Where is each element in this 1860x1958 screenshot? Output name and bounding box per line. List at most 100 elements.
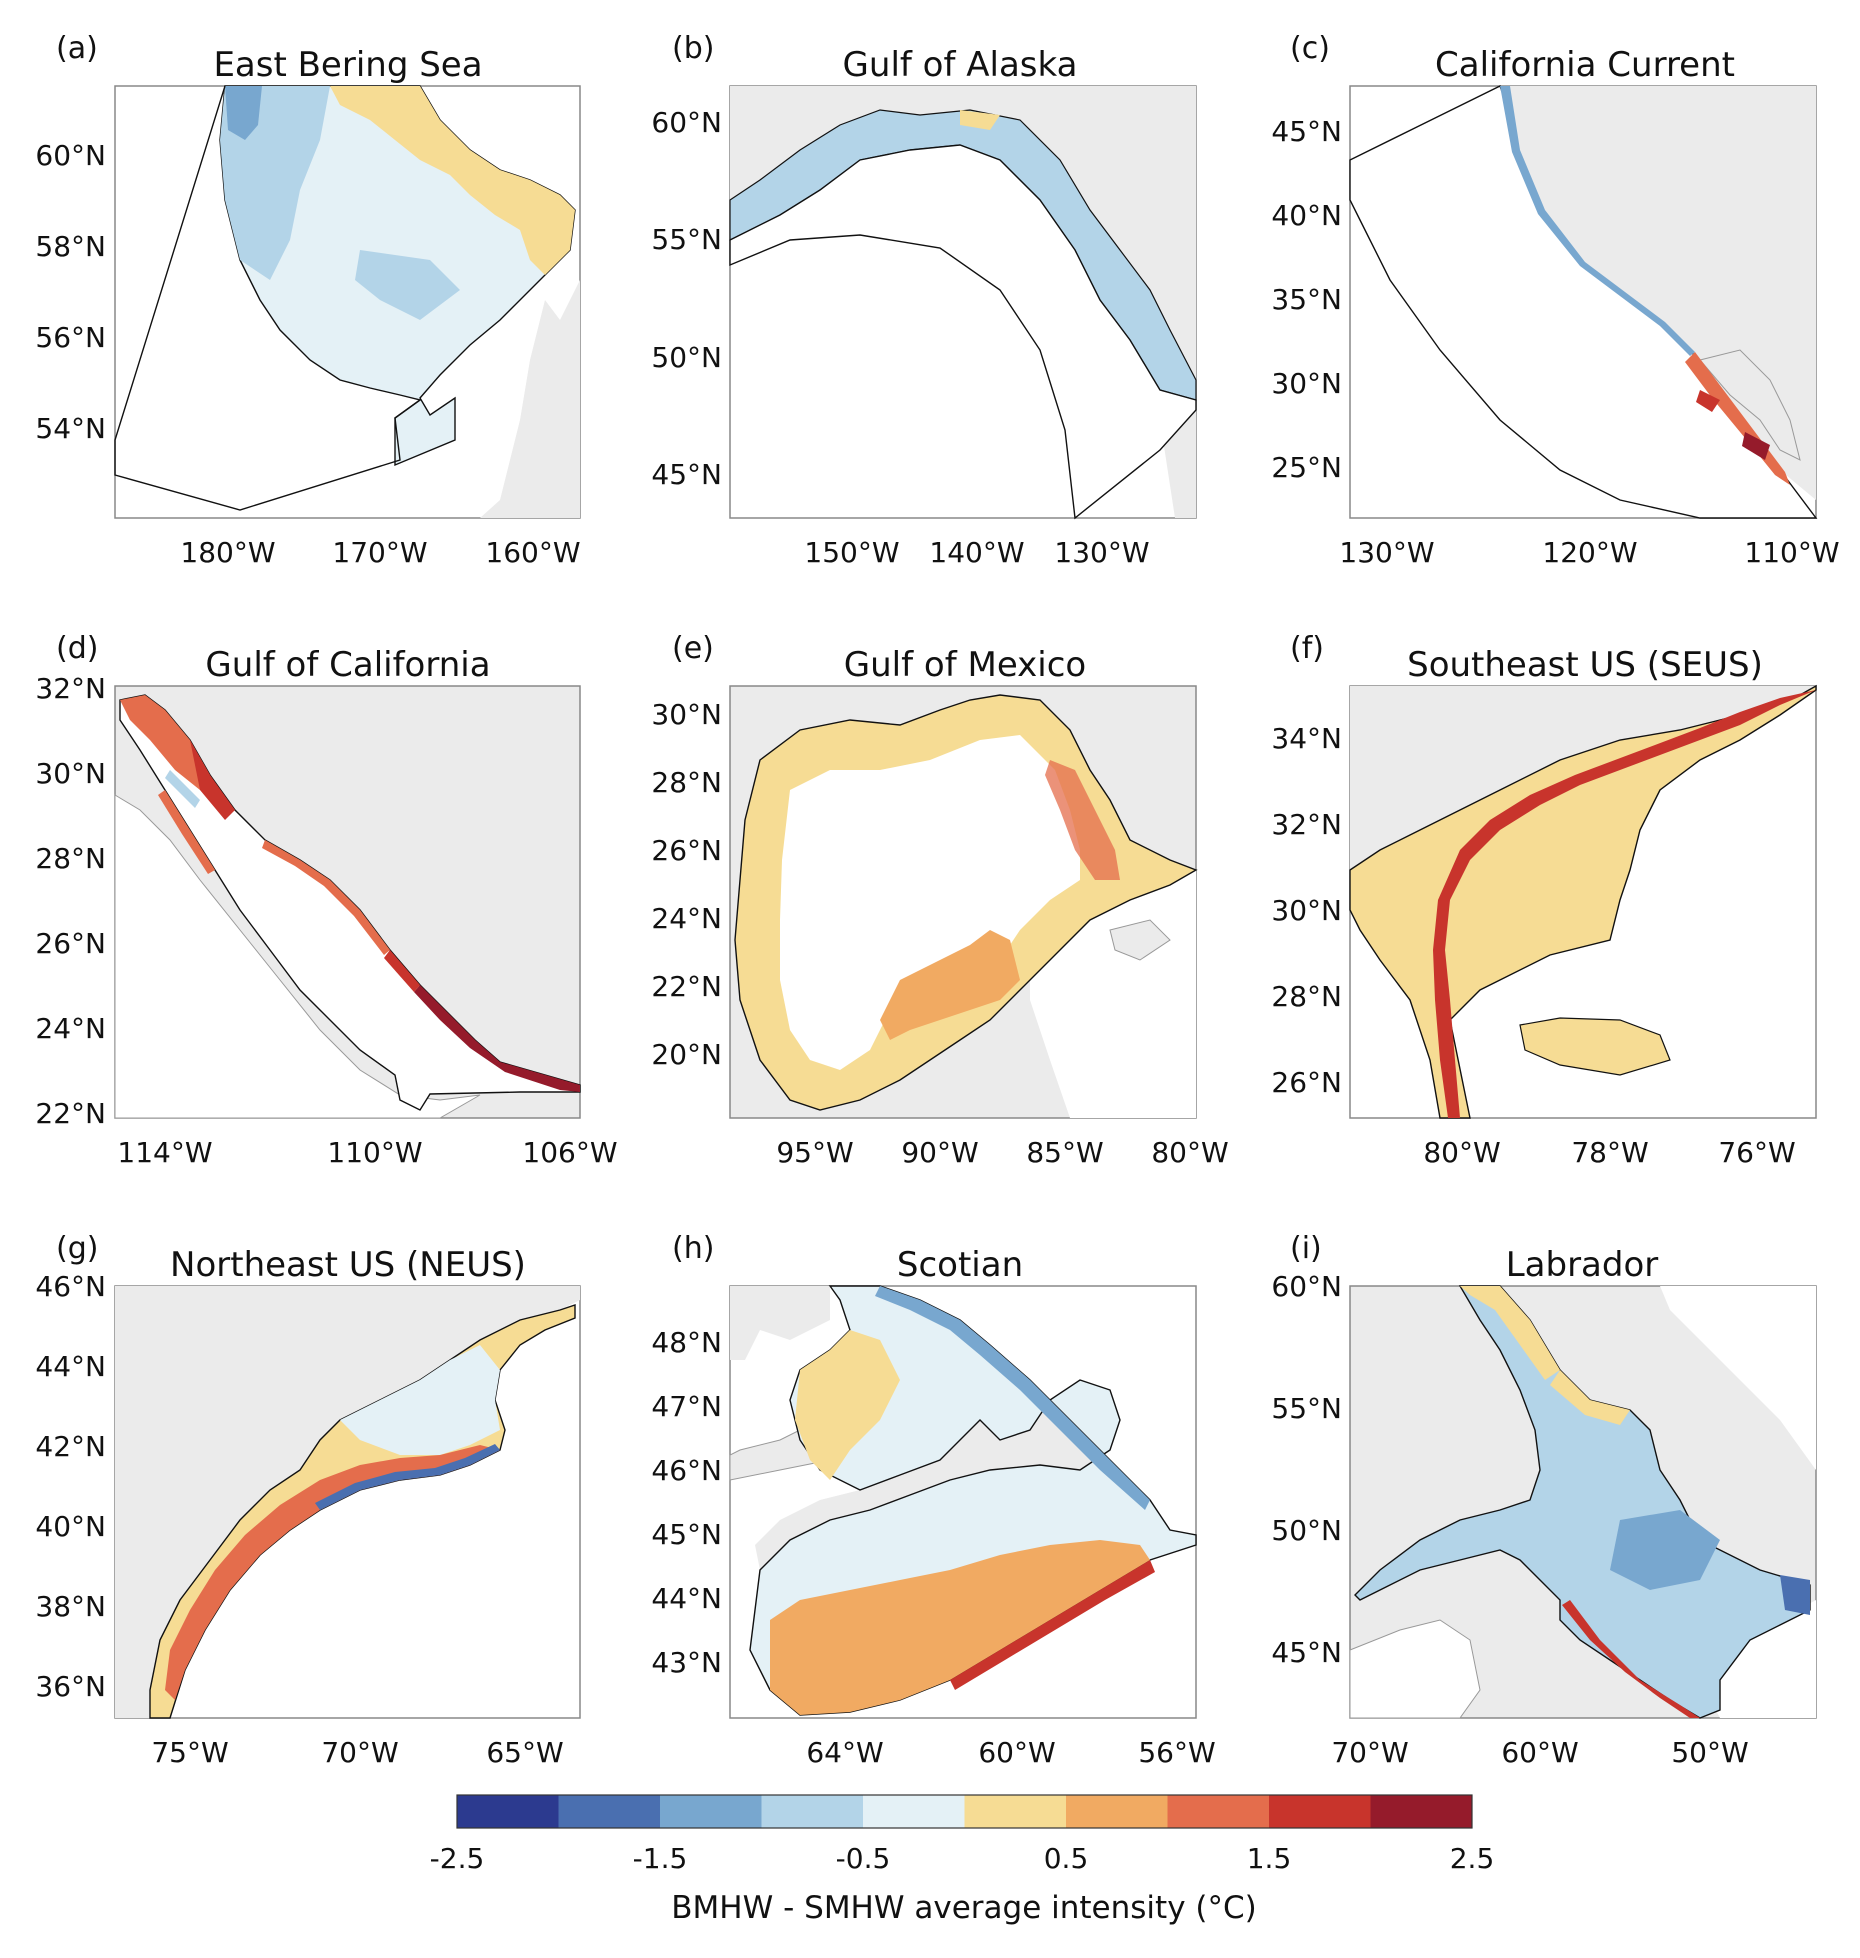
warm-region [1460, 1286, 1560, 1380]
colorbar-segment [558, 1795, 661, 1828]
y-tick: 48°N [651, 1326, 722, 1359]
y-tick: 40°N [1271, 199, 1342, 232]
y-tick: 28°N [651, 766, 722, 799]
colorbar-tick: 0.5 [1044, 1842, 1089, 1875]
colorbar-segment [863, 1795, 965, 1828]
panel-title: Northeast US (NEUS) [170, 1245, 526, 1285]
panel-title: Gulf of Mexico [844, 645, 1086, 685]
y-tick: 34°N [1271, 722, 1342, 755]
lme-boundary [114, 85, 421, 511]
x-tick: 106°W [522, 1136, 617, 1169]
warm-slope [950, 1560, 1155, 1690]
panel-label: (c) [1290, 31, 1330, 66]
colorbar-tick: 1.5 [1247, 1842, 1292, 1875]
colorbar-tick: -2.5 [430, 1842, 485, 1875]
y-tick: 26°N [1271, 1066, 1342, 1099]
gulf-of-maine [1349, 1619, 1481, 1719]
y-tick: 55°N [651, 223, 722, 256]
colorbar-tick: -1.5 [633, 1842, 688, 1875]
panel-b: (b) Gulf of Alaska 60°N 55°N 50°N 45°N 1… [651, 31, 1197, 569]
panel-d: (d) Gulf of California 32°N 30°N 28°N 26… [35, 631, 617, 1169]
cool-region-strong [1780, 1575, 1810, 1615]
colorbar-segment [457, 1795, 559, 1828]
land-quebec [730, 1286, 830, 1360]
panel-label: (b) [672, 31, 714, 66]
panel-f: (f) Southeast US (SEUS) 34°N 32°N 30°N 2… [1271, 631, 1817, 1169]
colorbar-segments [457, 1795, 1473, 1828]
land-southeast-us [1350, 686, 1816, 870]
y-tick: 40°N [35, 1510, 106, 1543]
y-tick: 46°N [651, 1454, 722, 1487]
panel-title: California Current [1435, 45, 1735, 85]
y-tick: 54°N [35, 412, 106, 445]
cool-region [1610, 1510, 1720, 1590]
y-tick: 43°N [651, 1646, 722, 1679]
colorbar-segment [1269, 1795, 1371, 1828]
colorbar-segment [1167, 1795, 1270, 1828]
y-tick: 55°N [1271, 1392, 1342, 1425]
land-baja [1699, 349, 1801, 461]
panel-g: (g) Northeast US (NEUS) 46°N 44°N 42°N 4… [35, 1231, 581, 1769]
x-tick: 78°W [1571, 1136, 1648, 1169]
warm-patch [795, 1330, 900, 1480]
y-tick: 46°N [35, 1270, 106, 1303]
panel-label: (e) [672, 631, 714, 666]
panel-title: Gulf of California [205, 645, 490, 685]
cool-slope [875, 1286, 1150, 1510]
y-tick: 45°N [1271, 1636, 1342, 1669]
cool-region-strong [225, 86, 262, 140]
x-tick: 50°W [1671, 1736, 1748, 1769]
cool-region [340, 1345, 500, 1455]
panel-a: (a) East Bering Sea 60°N 58°N 56°N 54°N … [35, 31, 581, 569]
y-tick: 22°N [651, 970, 722, 1003]
warm-hotspot [1696, 390, 1720, 412]
warm-region [330, 86, 575, 275]
warm-coastal-strip [158, 790, 215, 874]
y-tick: 24°N [651, 902, 722, 935]
y-tick: 38°N [35, 1590, 106, 1623]
x-tick: 130°W [1054, 536, 1149, 569]
panel-title: East Bering Sea [213, 45, 482, 85]
y-tick: 30°N [651, 698, 722, 731]
y-tick: 50°N [1271, 1514, 1342, 1547]
colorbar-segment [1370, 1795, 1473, 1828]
y-tick: 35°N [1271, 283, 1342, 316]
x-tick: 90°W [901, 1136, 978, 1169]
x-tick: 64°W [806, 1736, 883, 1769]
warm-slope [1562, 1600, 1700, 1718]
colorbar-title: BMHW - SMHW average intensity (°C) [671, 1890, 1256, 1926]
y-tick: 56°N [35, 321, 106, 354]
x-tick: 70°W [1331, 1736, 1408, 1769]
x-tick: 110°W [1744, 536, 1839, 569]
deep-gulf [780, 735, 1080, 1070]
colorbar-segment [964, 1795, 1067, 1828]
x-tick: 56°W [1138, 1736, 1215, 1769]
y-tick: 24°N [35, 1012, 106, 1045]
y-tick: 45°N [651, 1518, 722, 1551]
y-tick: 50°N [651, 341, 722, 374]
pacific-ocean [114, 794, 481, 1119]
gulf-stream-warm [1433, 690, 1816, 1118]
colorbar-frame [456, 1794, 1473, 1829]
colorbar-ticks: -2.5 -1.5 -0.5 0.5 1.5 2.5 [430, 1842, 1495, 1875]
panel-label: (a) [56, 31, 98, 66]
y-tick: 60°N [35, 139, 106, 172]
x-tick: 120°W [1542, 536, 1637, 569]
y-tick: 25°N [1271, 451, 1342, 484]
y-tick: 26°N [651, 834, 722, 867]
land-cuba [1109, 919, 1171, 961]
labrador-sea [1660, 1286, 1816, 1470]
colorbar: -2.5 -1.5 -0.5 0.5 1.5 2.5 BMHW - SMHW averag… [430, 1794, 1495, 1926]
panel-title: Labrador [1506, 1245, 1659, 1285]
x-tick: 110°W [327, 1136, 422, 1169]
panel-label: (f) [1290, 631, 1324, 666]
y-tick: 60°N [1271, 1270, 1342, 1303]
colorbar-tick: -0.5 [836, 1842, 891, 1875]
x-tick: 70°W [321, 1736, 398, 1769]
x-tick: 140°W [929, 536, 1024, 569]
y-tick: 32°N [35, 672, 106, 705]
warm-coastal-strip [384, 950, 420, 992]
panel-title: Southeast US (SEUS) [1407, 645, 1763, 685]
y-tick: 60°N [651, 106, 722, 139]
cool-patch [165, 770, 200, 808]
